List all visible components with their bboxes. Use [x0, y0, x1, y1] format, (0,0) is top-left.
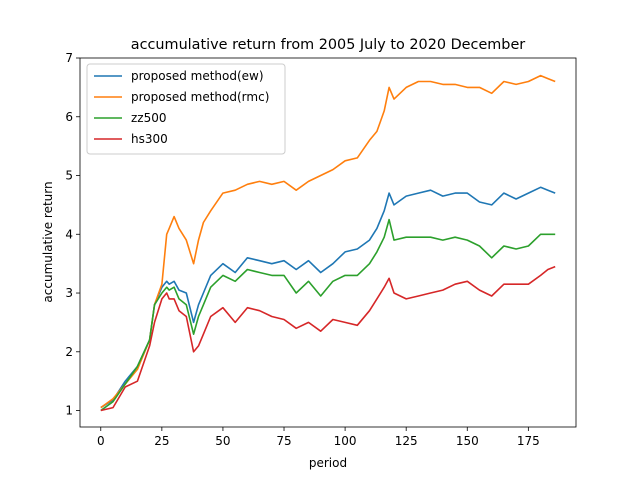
- x-tick-label: 125: [395, 434, 418, 448]
- x-tick-label: 25: [154, 434, 169, 448]
- x-axis-ticks: 0 25 50 75 100 125 150 175: [97, 427, 540, 448]
- y-tick-label: 2: [65, 345, 73, 359]
- x-tick-label: 175: [517, 434, 540, 448]
- y-tick-label: 3: [65, 286, 73, 300]
- y-tick-label: 1: [65, 404, 73, 418]
- y-tick-label: 6: [65, 110, 73, 124]
- x-axis-label: period: [309, 456, 347, 470]
- series-line-0: [100, 186, 556, 409]
- y-axis-label: accumulative return: [41, 181, 55, 302]
- legend: proposed method(ew) proposed method(rmc) z…: [86, 63, 286, 155]
- x-tick-label: 50: [215, 434, 230, 448]
- legend-label-1: proposed method(rmc): [131, 90, 269, 104]
- legend-label-0: proposed method(ew): [131, 69, 264, 83]
- x-tick-label: 100: [334, 434, 357, 448]
- x-tick-label: 0: [97, 434, 105, 448]
- series-line-3: [100, 265, 556, 412]
- legend-label-2: zz500: [131, 111, 167, 125]
- x-tick-label: 150: [456, 434, 479, 448]
- y-tick-label: 7: [65, 51, 73, 65]
- legend-box: [86, 63, 286, 155]
- y-axis-ticks: 1 2 3 4 5 6 7: [65, 51, 80, 418]
- y-tick-label: 4: [65, 227, 73, 241]
- x-tick-label: 75: [276, 434, 291, 448]
- legend-label-3: hs300: [131, 132, 168, 146]
- series-line-1: [100, 74, 556, 409]
- plot-lines: [100, 74, 556, 412]
- y-tick-label: 5: [65, 169, 73, 183]
- chart-title: accumulative return from 2005 July to 20…: [131, 37, 526, 53]
- series-line-2: [100, 218, 556, 412]
- plot-frame: [79, 57, 577, 428]
